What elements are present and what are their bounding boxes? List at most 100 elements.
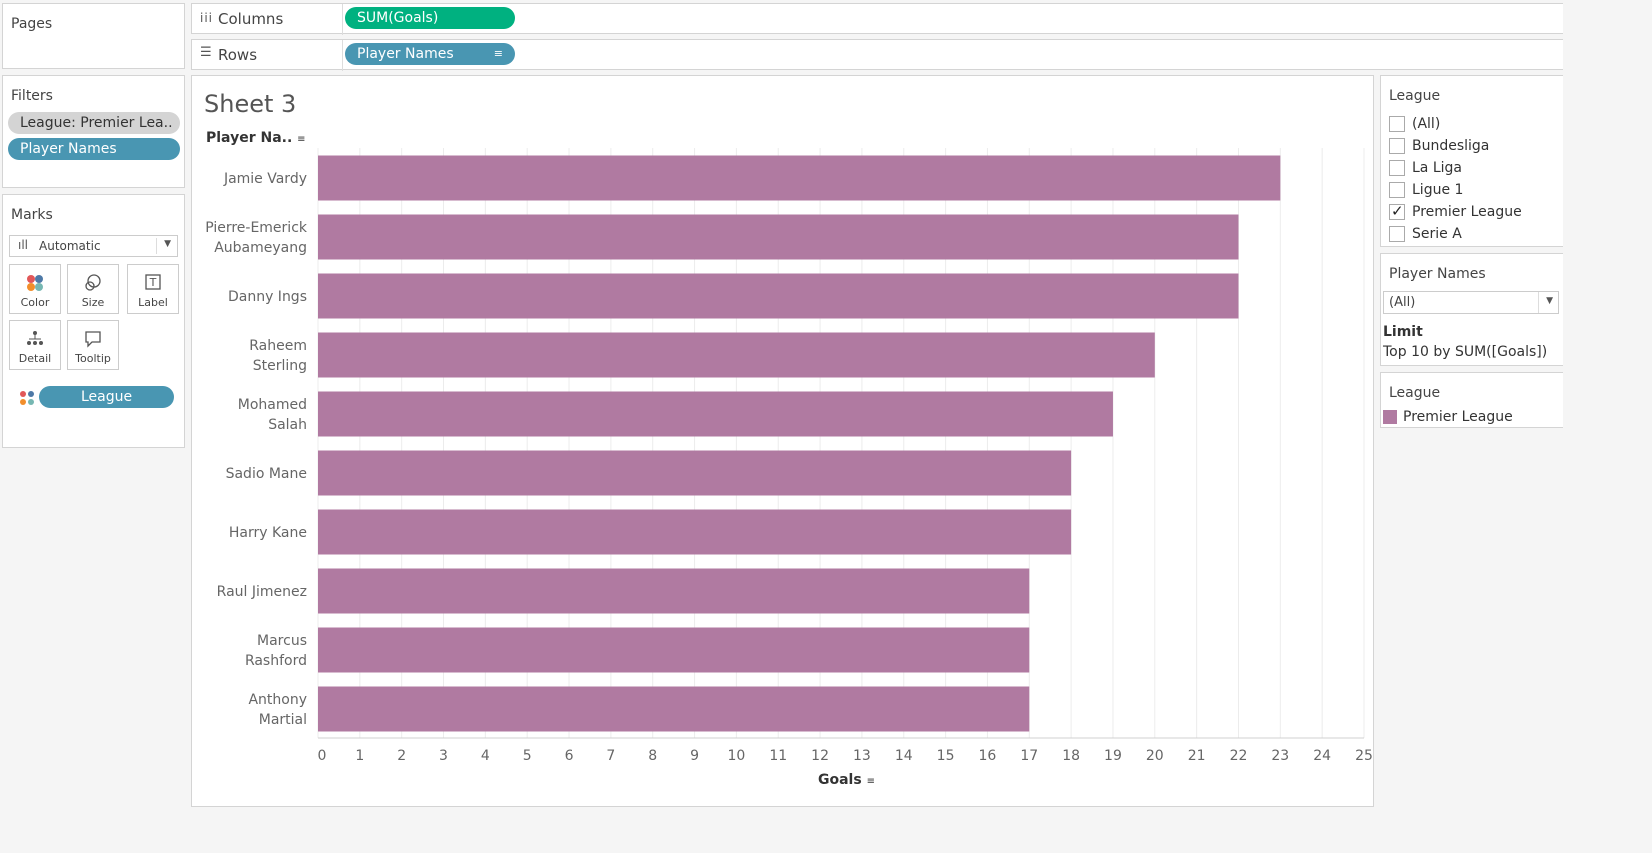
- x-tick-label: 13: [853, 748, 871, 764]
- league-option-label: Ligue 1: [1412, 182, 1464, 198]
- legend-item[interactable]: Premier League: [1383, 407, 1563, 427]
- limit-label: Limit: [1383, 324, 1423, 340]
- category-label: Danny Ings: [228, 289, 307, 305]
- mark-type-value: Automatic: [39, 239, 101, 253]
- league-option[interactable]: (All): [1389, 114, 1440, 134]
- sort-icon: ≡: [493, 47, 503, 60]
- x-tick-label: 10: [727, 748, 745, 764]
- category-label: Rashford: [245, 653, 307, 669]
- checkbox[interactable]: [1389, 116, 1405, 132]
- columns-shelf[interactable]: iii Columns SUM(Goals): [191, 3, 1563, 35]
- category-label: Salah: [268, 417, 307, 433]
- category-label: Martial: [259, 712, 307, 728]
- player-names-row-pill-label: Player Names: [357, 46, 454, 62]
- tooltip-button[interactable]: Tooltip: [67, 320, 119, 370]
- player-names-dropdown[interactable]: (All) ▼: [1383, 291, 1559, 314]
- detail-icon: [10, 329, 60, 349]
- league-filter-card: League (All) Bundesliga La Liga Ligue 1 Prem…: [1380, 75, 1563, 247]
- category-label: Jamie Vardy: [223, 171, 307, 187]
- detail-button[interactable]: Detail: [9, 320, 61, 370]
- x-tick-label: 23: [1271, 748, 1289, 764]
- league-option[interactable]: Serie A: [1389, 224, 1462, 244]
- color-button[interactable]: Color: [9, 264, 61, 314]
- bar[interactable]: [318, 568, 1030, 614]
- svg-text:T: T: [149, 276, 157, 289]
- player-names-filter-title: Player Names: [1389, 266, 1486, 282]
- checkbox[interactable]: [1389, 138, 1405, 154]
- size-icon: [68, 273, 118, 293]
- x-tick-label: 1: [355, 748, 364, 764]
- bar[interactable]: [318, 509, 1072, 555]
- filters-panel: Filters League: Premier Lea.. Player Nam…: [2, 75, 185, 188]
- legend-swatch: [1383, 410, 1397, 424]
- rows-icon: ☰: [200, 45, 212, 60]
- color-dots-icon: [19, 390, 35, 410]
- bar[interactable]: [318, 627, 1030, 673]
- x-tick-label: 3: [439, 748, 448, 764]
- sum-goals-pill[interactable]: SUM(Goals): [345, 7, 515, 29]
- bar[interactable]: [318, 332, 1155, 378]
- league-option[interactable]: Bundesliga: [1389, 136, 1489, 156]
- color-icon: [10, 273, 60, 293]
- x-tick-label: 24: [1313, 748, 1331, 764]
- x-tick-label: 11: [769, 748, 787, 764]
- league-legend-card: League Premier League: [1380, 372, 1563, 428]
- league-marks-pill[interactable]: League: [39, 386, 174, 408]
- marks-panel: Marks ıll Automatic ▼ Color Size T Label…: [2, 194, 185, 448]
- x-axis-title[interactable]: Goals ≡: [818, 772, 875, 788]
- category-label: Sterling: [253, 358, 307, 374]
- category-label: Sadio Mane: [226, 466, 307, 482]
- pages-title: Pages: [11, 16, 53, 32]
- x-tick-label: 7: [606, 748, 615, 764]
- bar[interactable]: [318, 391, 1113, 437]
- label-button[interactable]: T Label: [127, 264, 179, 314]
- checkbox[interactable]: [1389, 202, 1405, 220]
- bar[interactable]: [318, 450, 1072, 496]
- rows-label: Rows: [218, 46, 258, 64]
- category-label: Aubameyang: [214, 240, 307, 256]
- marks-title: Marks: [11, 207, 53, 223]
- sheet-view: Sheet 3 Player Na.. ≡ Jamie Vardy Pierre-…: [191, 75, 1374, 807]
- player-names-selected: (All): [1389, 295, 1416, 310]
- league-option[interactable]: La Liga: [1389, 158, 1462, 178]
- checkbox[interactable]: [1389, 182, 1405, 198]
- filters-title: Filters: [11, 88, 53, 104]
- row-header[interactable]: Player Na.. ≡: [206, 130, 306, 146]
- bar[interactable]: [318, 273, 1239, 319]
- x-tick-label: 0: [318, 748, 327, 764]
- category-label: Anthony: [248, 692, 307, 708]
- bar[interactable]: [318, 686, 1030, 732]
- x-tick-label: 25: [1355, 748, 1373, 764]
- league-option-label: Serie A: [1412, 226, 1462, 242]
- league-filter-pill[interactable]: League: Premier Lea..: [8, 112, 180, 134]
- category-label: Raheem: [249, 338, 307, 354]
- league-option-label: Premier League: [1412, 204, 1522, 220]
- checkbox[interactable]: [1389, 226, 1405, 242]
- player-names-row-pill[interactable]: Player Names ≡: [345, 43, 515, 65]
- columns-icon: iii: [200, 11, 214, 25]
- tooltip-icon: [68, 329, 118, 349]
- league-option-label: (All): [1412, 116, 1441, 132]
- mark-type-dropdown[interactable]: ıll Automatic ▼: [9, 235, 178, 257]
- x-tick-label: 17: [1020, 748, 1038, 764]
- sort-icon: ≡: [297, 134, 306, 145]
- bar[interactable]: [318, 155, 1281, 201]
- category-label: Raul Jimenez: [217, 584, 307, 600]
- rows-shelf[interactable]: ☰ Rows Player Names ≡: [191, 39, 1563, 71]
- x-tick-label: 16: [979, 748, 997, 764]
- label-label: Label: [138, 296, 168, 309]
- legend-item-label: Premier League: [1403, 409, 1513, 425]
- x-tick-label: 14: [895, 748, 913, 764]
- x-tick-label: 8: [648, 748, 657, 764]
- x-tick-label: 4: [481, 748, 490, 764]
- size-button[interactable]: Size: [67, 264, 119, 314]
- x-tick-label: 6: [565, 748, 574, 764]
- detail-label: Detail: [18, 352, 52, 365]
- player-names-filter-pill[interactable]: Player Names: [8, 138, 180, 160]
- league-option[interactable]: Ligue 1: [1389, 180, 1463, 200]
- color-label: Color: [20, 296, 50, 309]
- bar[interactable]: [318, 214, 1239, 260]
- league-option[interactable]: Premier League: [1389, 202, 1522, 222]
- checkbox[interactable]: [1389, 160, 1405, 176]
- x-tick-label: 15: [937, 748, 955, 764]
